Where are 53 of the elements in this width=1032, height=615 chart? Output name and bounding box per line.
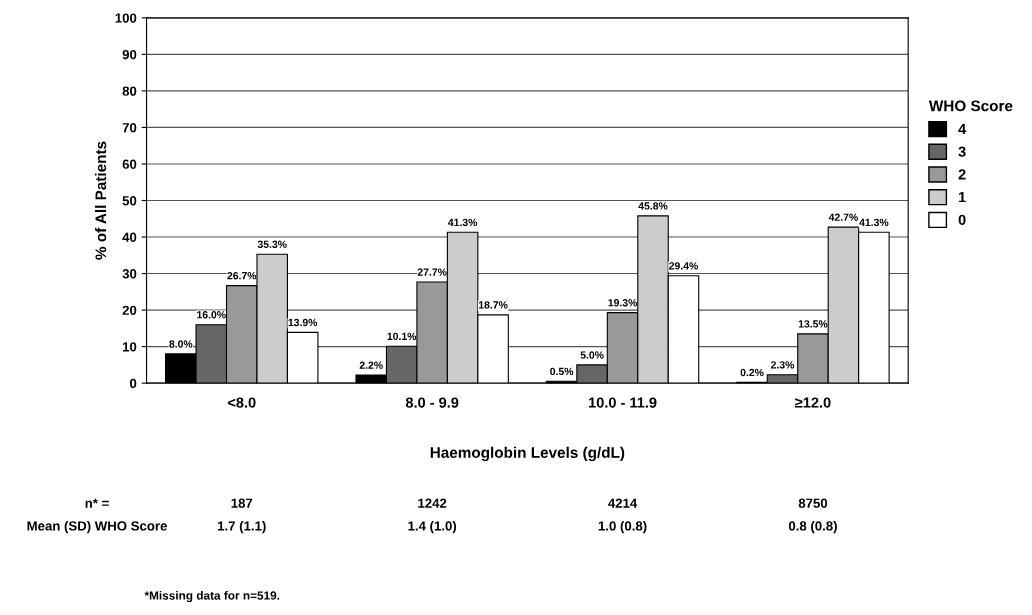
data-label: 5.0% (580, 351, 604, 359)
data-label: 13.9% (288, 318, 318, 327)
data-label: 45.8% (638, 202, 668, 210)
text: n* = (85, 498, 109, 508)
data-label: 18.7% (478, 301, 508, 309)
y-tick-label: 50 (122, 196, 137, 206)
x-tick-label: <8.0 (227, 397, 256, 408)
data-label: 35.3% (257, 240, 287, 248)
text: 1.4 (1.0) (408, 520, 457, 534)
text: *Missing data for n=519. (144, 591, 280, 603)
data-label: 29.4% (669, 262, 698, 270)
data-label: 19.3% (608, 299, 638, 307)
data-label: 10.1% (387, 332, 417, 341)
legend-label: 3 (958, 146, 966, 157)
text: 0.8 (0.8) (788, 520, 837, 534)
data-label: 41.3% (448, 218, 478, 227)
x-tick-label: 8.0 - 9.9 (405, 397, 459, 408)
data-label: 2.2% (359, 361, 383, 369)
x-tick-label: ≥12.0 (795, 397, 831, 408)
data-label: 0.5% (550, 367, 574, 376)
data-label: 8.0% (169, 340, 193, 348)
text: 1.7 (1.1) (218, 520, 266, 534)
y-tick-label: 80 (122, 86, 137, 96)
y-tick-label: 10 (122, 342, 137, 352)
legend-title: WHO Score (928, 100, 1013, 112)
y-tick-label: 30 (122, 269, 137, 279)
text: 8750 (798, 498, 828, 508)
x-tick-label: 10.0 - 11.9 (589, 397, 657, 408)
data-label: 2.3% (770, 361, 795, 369)
data-label: 16.0% (197, 311, 226, 319)
y-tick-label: 0 (130, 378, 137, 389)
y-tick-label: 60 (122, 159, 137, 169)
legend-label: 2 (958, 169, 966, 180)
text: 187 (231, 498, 253, 508)
legend-label: 1 (958, 192, 966, 203)
x-axis-title: Haemoglobin Levels (g/dL) (430, 446, 625, 462)
y-tick-label: 70 (122, 123, 137, 133)
data-label: 27.7% (417, 268, 447, 276)
y-tick-label: 90 (122, 49, 137, 60)
text: 1.0 (0.8) (598, 520, 647, 534)
text: Mean (SD) WHO Score (27, 520, 167, 534)
legend-label: 0 (958, 214, 966, 225)
y-tick-label: 40 (122, 232, 137, 242)
y-tick-label: 20 (122, 305, 137, 315)
data-label: 13.5% (798, 320, 828, 328)
legend-label: 4 (958, 123, 967, 134)
data-label: 0.2% (740, 368, 764, 377)
y-tick-label: 100 (115, 13, 137, 23)
y-axis-title: % of All Patients (95, 141, 107, 260)
text: 1242 (418, 498, 447, 508)
text: 4214 (608, 498, 638, 508)
data-label: 42.7% (828, 213, 858, 221)
data-label: 41.3% (859, 218, 889, 227)
